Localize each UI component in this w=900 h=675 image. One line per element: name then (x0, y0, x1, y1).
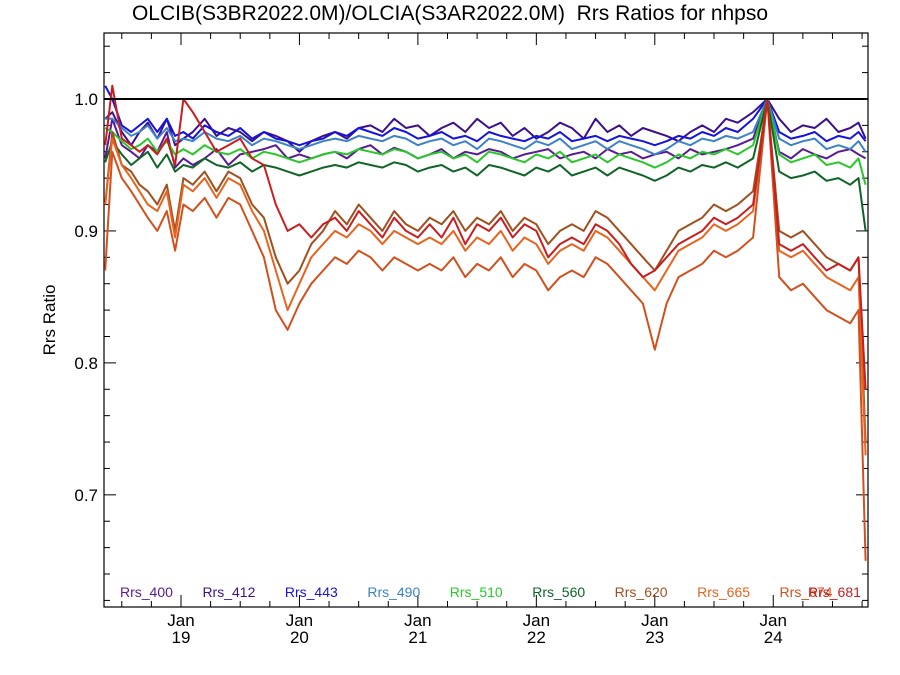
x-tick-day-label: 24 (764, 628, 783, 647)
series-line-rrs-560 (104, 98, 867, 232)
series-line-rrs-490 (105, 98, 867, 156)
series-line-rrs-674 (104, 98, 867, 561)
legend-entry-rrs-400: Rrs_400 (120, 584, 173, 600)
y-axis-label: Rrs Ratio (40, 285, 59, 356)
series-line-rrs-400 (104, 98, 867, 169)
x-tick-month-label: Jan (760, 611, 787, 630)
x-tick-day-label: 23 (645, 628, 664, 647)
plot-border (103, 32, 869, 608)
x-tick-day-label: 20 (290, 628, 309, 647)
x-tick-month-label: Jan (167, 611, 194, 630)
y-tick-label: 0.7 (74, 486, 98, 505)
x-tick-day-label: 19 (172, 628, 191, 647)
legend-entry-rrs-443: Rrs_443 (285, 584, 338, 600)
legend-entry-rrs-412: Rrs_412 (202, 584, 255, 600)
legend: Rrs_400 Rrs_412 Rrs_443 Rrs_490 Rrs_510 Rrs_5… (120, 584, 861, 600)
series-line-rrs-681 (104, 84, 867, 390)
plot-frame (103, 32, 869, 608)
legend-entry-rrs-674: Rrs_674 (780, 584, 833, 600)
series-line-rrs-665 (104, 98, 867, 456)
x-tick-month-label: Jan (641, 611, 668, 630)
chart-title: OLCIB(S3BR2022.0M)/OLCIA(S3AR2022.0M) Rr… (131, 2, 769, 25)
series-line-rrs-510 (104, 98, 867, 185)
series-line-rrs-412 (104, 98, 867, 153)
x-tick-day-label: 22 (527, 628, 546, 647)
legend-entry-rrs-665: Rrs_665 (697, 584, 750, 600)
y-axis: 0.7 0.8 0.9 1.0 (74, 45, 868, 601)
legend-entry-rrs-510: Rrs_510 (450, 584, 503, 600)
legend-entry-rrs-681: Rrs_681 (808, 584, 861, 600)
y-tick-label: 0.9 (74, 222, 98, 241)
series-line-rrs-620 (104, 98, 867, 443)
x-tick-month-label: Jan (404, 611, 431, 630)
y-tick-label: 0.8 (74, 354, 98, 373)
series-lines (104, 84, 867, 561)
x-tick-month-label: Jan (286, 611, 313, 630)
series-line-rrs-443 (104, 85, 867, 147)
legend-entry-rrs-560: Rrs_560 (532, 584, 585, 600)
legend-entry-rrs-620: Rrs_620 (615, 584, 668, 600)
x-tick-day-label: 21 (408, 628, 427, 647)
legend-entry-rrs-490: Rrs_490 (367, 584, 420, 600)
y-tick-label: 1.0 (74, 90, 98, 109)
x-tick-month-label: Jan (523, 611, 550, 630)
